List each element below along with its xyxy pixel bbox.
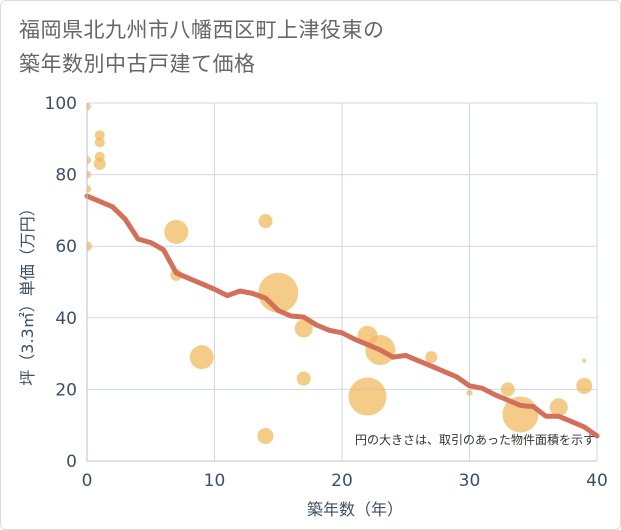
data-point: [466, 389, 473, 396]
data-point: [582, 358, 587, 363]
data-point: [576, 377, 593, 394]
data-point: [94, 130, 105, 141]
x-tick-label: 20: [331, 471, 353, 491]
y-tick-label: 20: [55, 380, 77, 400]
axes: 0 20 40 60 80 100 0 10 20 30 40: [45, 94, 608, 491]
y-tick-label: 40: [55, 309, 77, 329]
x-tick-label: 0: [82, 471, 93, 491]
y-tick-label: 80: [55, 166, 77, 186]
trend-line-group: [84, 193, 600, 439]
chart-title-line-2: 築年数別中古戸建て価格: [19, 52, 256, 76]
y-axis-label: 坪（3.3㎡）単価（万円）: [18, 200, 37, 385]
trend-line: [84, 193, 600, 439]
y-tick-label: 100: [45, 94, 77, 114]
data-point: [93, 157, 106, 170]
data-point: [87, 184, 91, 193]
data-point: [294, 319, 313, 338]
data-point: [87, 156, 91, 165]
data-point: [257, 427, 274, 444]
data-point: [258, 214, 273, 229]
data-point: [94, 137, 105, 148]
data-point: [296, 371, 311, 386]
data-point: [87, 241, 92, 252]
x-tick-label: 40: [586, 471, 608, 491]
data-point: [500, 382, 515, 397]
data-point: [87, 102, 91, 111]
y-tick-label: 60: [55, 237, 77, 257]
size-annotation: 円の大きさは、取引のあった物件面積を示す: [355, 432, 595, 447]
chart-title-line-1: 福岡県北九州市八幡西区町上津役東の: [19, 18, 385, 42]
data-point: [87, 170, 91, 179]
y-tick-label: 0: [66, 452, 77, 472]
data-point: [549, 398, 568, 417]
chart-title: 福岡県北九州市八幡西区町上津役東の 築年数別中古戸建て価格: [19, 13, 385, 81]
data-point: [348, 377, 387, 416]
data-point: [164, 219, 189, 244]
data-point: [189, 345, 214, 370]
x-tick-label: 30: [459, 471, 481, 491]
x-axis-label: 築年数（年）: [307, 500, 403, 519]
x-tick-label: 10: [204, 471, 226, 491]
data-points: [87, 102, 593, 444]
data-point: [258, 272, 299, 313]
data-point: [425, 351, 438, 364]
